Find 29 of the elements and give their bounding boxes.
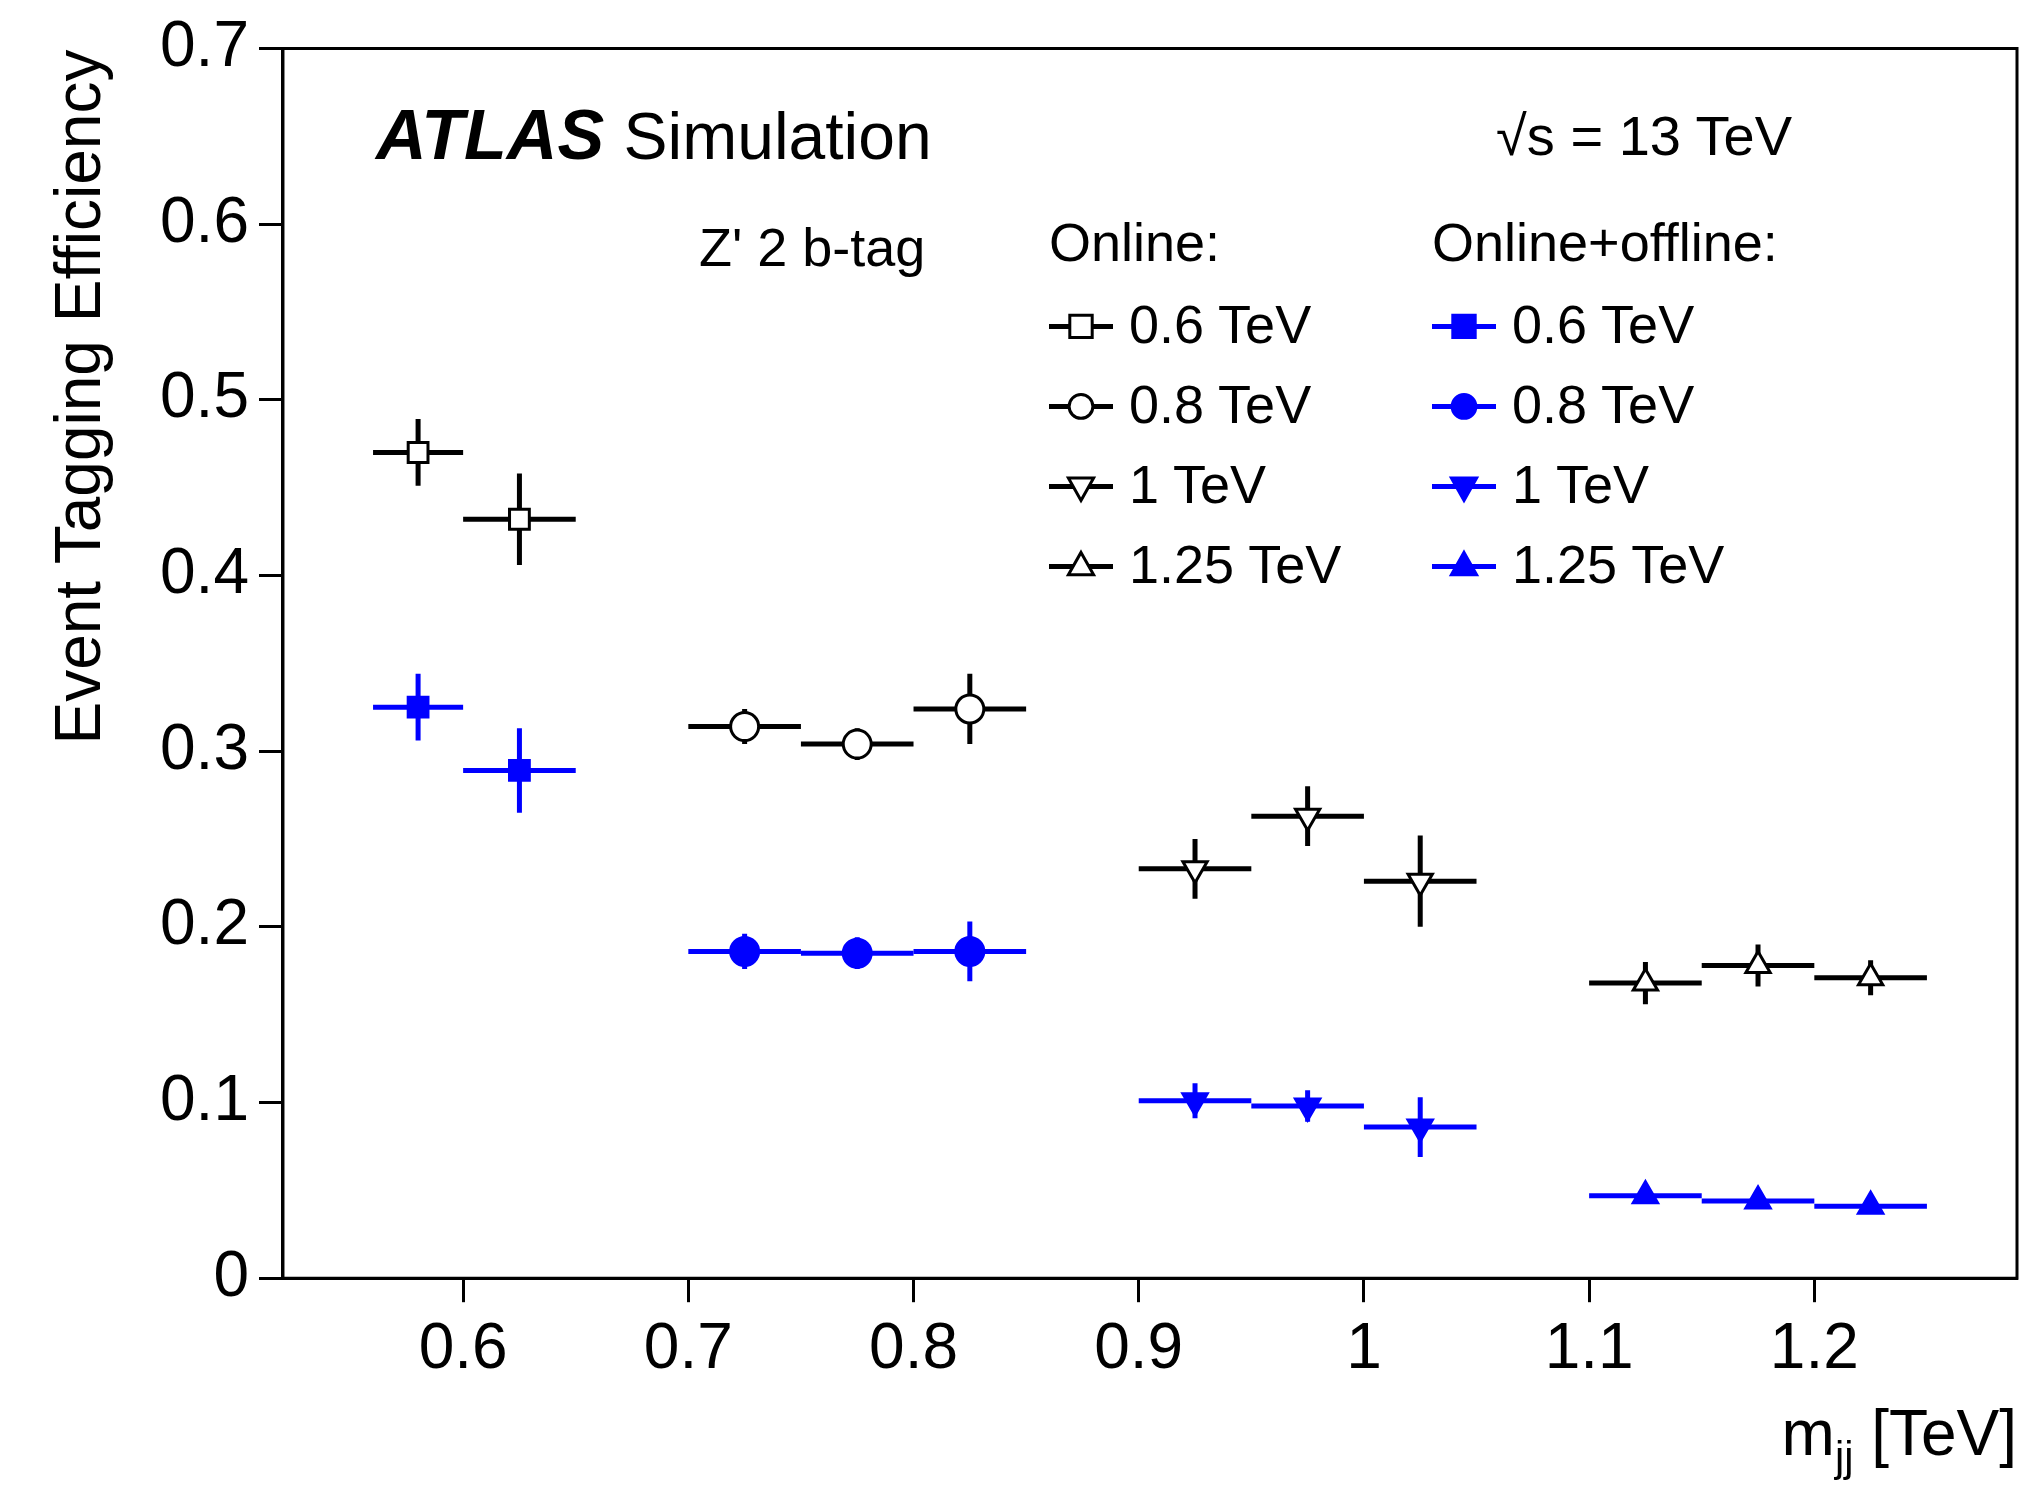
x-tick-label: 1.1 xyxy=(1544,1310,1634,1383)
legend-label: 1.25 TeV xyxy=(1512,534,1725,595)
annotation: Online+offline: xyxy=(1432,212,1778,273)
y-tick-label: 0.5 xyxy=(160,359,249,432)
x-tick-label: 0.7 xyxy=(643,1310,733,1383)
annotation: Online: xyxy=(1049,212,1221,273)
x-tick-label: 1 xyxy=(1346,1310,1382,1383)
y-tick-label: 0.1 xyxy=(160,1062,249,1135)
y-axis-title: Event Tagging Efficiency xyxy=(42,49,114,745)
x-tick-label: 0.8 xyxy=(869,1310,959,1383)
x-tick-label: 0.9 xyxy=(1094,1310,1184,1383)
annotation: Z' 2 b-tag xyxy=(698,217,926,278)
legend-label: 1 TeV xyxy=(1129,454,1267,515)
y-tick-label: 0.6 xyxy=(160,183,249,256)
annotation: √s = 13 TeV xyxy=(1496,104,1793,168)
legend-label: 1 TeV xyxy=(1512,454,1650,515)
y-tick-label: 0 xyxy=(213,1237,249,1310)
legend-label: 0.6 TeV xyxy=(1512,294,1695,355)
legend-label: 0.6 TeV xyxy=(1129,294,1312,355)
y-tick-label: 0.2 xyxy=(160,886,249,959)
x-tick-label: 1.2 xyxy=(1769,1310,1859,1383)
y-tick-label: 0.3 xyxy=(160,710,249,783)
annotation: ATLAS Simulation xyxy=(373,96,932,175)
legend-label: 0.8 TeV xyxy=(1512,374,1695,435)
x-tick-label: 0.6 xyxy=(418,1310,508,1383)
legend-label: 0.8 TeV xyxy=(1129,374,1312,435)
y-tick-label: 0.7 xyxy=(160,8,249,81)
legend-label: 1.25 TeV xyxy=(1129,534,1342,595)
y-tick-label: 0.4 xyxy=(160,535,249,608)
